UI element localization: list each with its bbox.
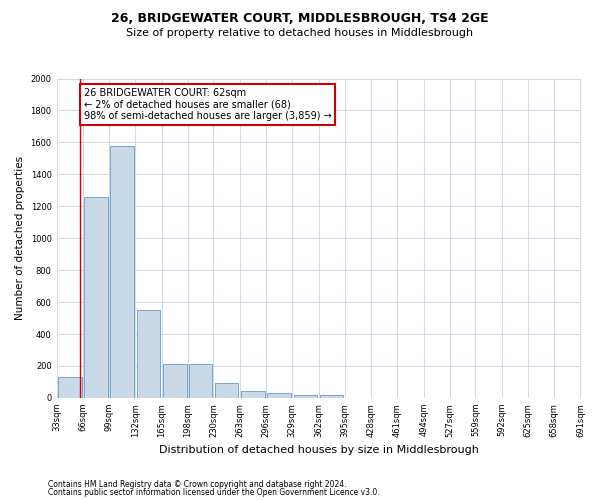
Bar: [110, 146, 134, 398]
Y-axis label: Number of detached properties: Number of detached properties: [15, 156, 25, 320]
Bar: [241, 390, 265, 398]
Bar: [215, 383, 238, 398]
X-axis label: Distribution of detached houses by size in Middlesbrough: Distribution of detached houses by size …: [158, 445, 478, 455]
Bar: [137, 310, 160, 398]
Text: 26, BRIDGEWATER COURT, MIDDLESBROUGH, TS4 2GE: 26, BRIDGEWATER COURT, MIDDLESBROUGH, TS…: [111, 12, 489, 26]
Bar: [163, 364, 187, 398]
Bar: [189, 364, 212, 398]
Bar: [320, 394, 343, 398]
Bar: [84, 196, 108, 398]
Text: Contains HM Land Registry data © Crown copyright and database right 2024.: Contains HM Land Registry data © Crown c…: [48, 480, 347, 489]
Text: Size of property relative to detached houses in Middlesbrough: Size of property relative to detached ho…: [127, 28, 473, 38]
Bar: [267, 393, 291, 398]
Bar: [58, 377, 82, 398]
Text: Contains public sector information licensed under the Open Government Licence v3: Contains public sector information licen…: [48, 488, 380, 497]
Bar: [293, 394, 317, 398]
Text: 26 BRIDGEWATER COURT: 62sqm
← 2% of detached houses are smaller (68)
98% of semi: 26 BRIDGEWATER COURT: 62sqm ← 2% of deta…: [83, 88, 331, 122]
